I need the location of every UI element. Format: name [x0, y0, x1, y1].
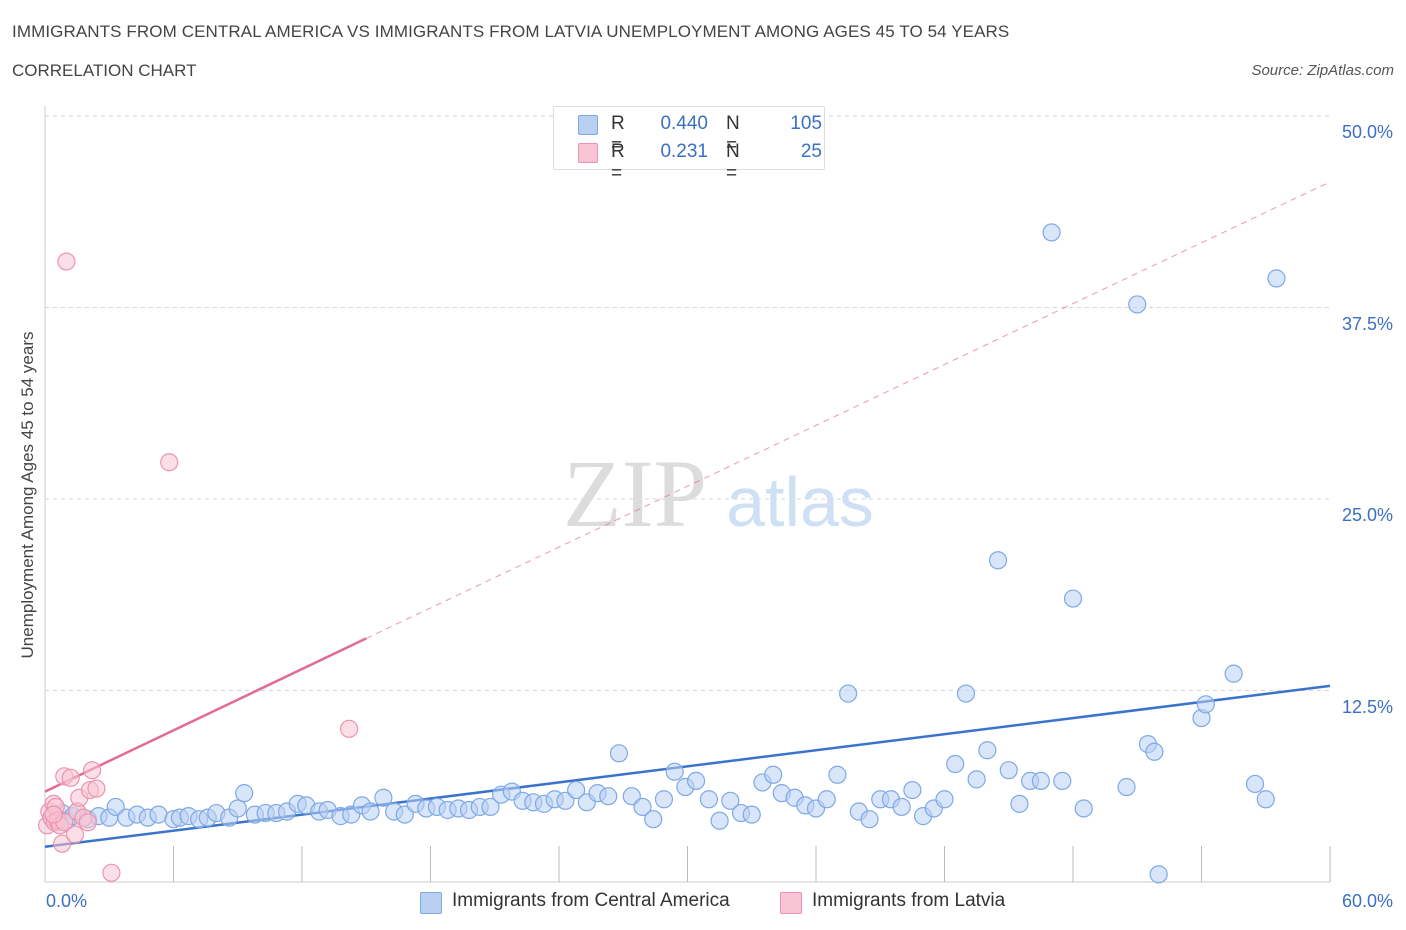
point-latvia	[61, 768, 80, 787]
point-central-america	[860, 810, 879, 829]
point-central-america	[599, 787, 618, 806]
y-axis-label: Unemployment Among Ages 45 to 54 years	[18, 331, 37, 659]
x-tick-label-min: 0.0%	[46, 891, 88, 911]
point-central-america	[1031, 771, 1050, 790]
source-credit: Source: ZipAtlas.com	[1251, 62, 1394, 79]
point-central-america	[935, 790, 954, 809]
point-central-america	[1245, 774, 1265, 794]
point-latvia	[57, 252, 76, 271]
bottom-legend-swatch-pink	[780, 892, 802, 914]
point-central-america	[633, 797, 652, 817]
legend-n-value: 25	[800, 141, 822, 162]
point-latvia	[160, 453, 179, 472]
point-central-america	[149, 805, 168, 824]
point-central-america	[988, 551, 1008, 570]
point-central-america	[999, 761, 1018, 780]
point-central-america	[956, 684, 976, 703]
trend-line-central-america	[44, 684, 1331, 849]
point-central-america	[764, 765, 783, 784]
point-central-america	[481, 797, 500, 817]
point-central-america	[228, 799, 247, 818]
point-central-america	[106, 797, 125, 817]
data-points	[38, 223, 1286, 884]
legend-r-label: R =	[611, 113, 625, 156]
point-latvia	[78, 813, 97, 832]
point-central-america	[892, 797, 911, 817]
bottom-legend-label: Immigrants from Latvia	[812, 890, 1006, 911]
point-latvia	[340, 719, 359, 738]
point-central-america	[686, 771, 706, 790]
point-central-america	[622, 787, 641, 806]
point-central-america	[817, 790, 836, 809]
point-latvia	[83, 761, 102, 780]
point-central-america	[361, 802, 380, 821]
point-central-america	[1010, 794, 1029, 813]
point-latvia	[44, 805, 63, 824]
stats-legend: R = 0.440 N = 105 R = 0.231 N = 25	[553, 106, 825, 184]
point-central-america	[1063, 589, 1083, 608]
point-central-america	[1053, 771, 1072, 790]
watermark-zip: ZIP	[563, 440, 707, 547]
point-central-america	[1145, 742, 1164, 761]
point-central-america	[1256, 790, 1275, 809]
point-central-america	[567, 780, 586, 800]
point-central-america	[742, 805, 761, 824]
legend-n-value: 105	[790, 113, 822, 134]
point-central-america	[374, 788, 393, 807]
point-central-america	[946, 754, 965, 774]
point-central-america	[1042, 223, 1061, 242]
point-central-america	[839, 684, 858, 703]
point-central-america	[903, 780, 922, 800]
point-central-america	[395, 805, 414, 824]
point-central-america	[967, 770, 986, 789]
point-central-america	[644, 810, 663, 829]
point-central-america	[710, 811, 729, 830]
y-tick-label: 12.5%	[1341, 696, 1393, 717]
point-central-america	[721, 791, 740, 810]
legend-r-value: 0.231	[660, 141, 708, 162]
y-tick-label: 25.0%	[1341, 505, 1393, 525]
x-tick-label-max: 60.0%	[1341, 891, 1393, 911]
point-central-america	[1074, 799, 1093, 818]
point-central-america	[1117, 777, 1136, 797]
bottom-legend-swatch-blue	[420, 892, 442, 914]
point-latvia	[53, 834, 72, 853]
axes	[44, 106, 1331, 883]
point-latvia	[65, 825, 85, 844]
chart-title: IMMIGRANTS FROM CENTRAL AMERICA VS IMMIG…	[12, 22, 1010, 41]
point-central-america	[1224, 664, 1243, 683]
point-central-america	[699, 790, 719, 809]
y-tick-label: 50.0%	[1341, 122, 1393, 142]
point-central-america	[1196, 695, 1215, 714]
point-central-america	[654, 790, 674, 809]
point-central-america	[1128, 295, 1147, 314]
y-tick-label: 37.5%	[1341, 313, 1393, 334]
chart-subtitle: CORRELATION CHART	[12, 61, 197, 80]
point-central-america	[235, 784, 254, 803]
legend-r-value: 0.440	[660, 113, 708, 134]
legend-r-label: R =	[611, 141, 625, 184]
point-central-america	[828, 765, 847, 784]
point-central-america	[609, 744, 629, 763]
point-central-america	[1267, 269, 1286, 288]
point-central-america	[1149, 865, 1168, 884]
watermark-atlas: atlas	[726, 463, 874, 541]
legend-swatch-pink	[578, 143, 598, 163]
point-central-america	[978, 741, 997, 760]
point-latvia	[87, 779, 106, 798]
legend-n-label: N =	[726, 141, 740, 184]
point-latvia	[102, 863, 121, 882]
legend-n-label: N =	[726, 113, 740, 156]
point-central-america	[665, 762, 684, 781]
point-central-america	[556, 791, 575, 810]
grid-lines	[45, 115, 1330, 691]
bottom-legend-label: Immigrants from Central America	[452, 890, 730, 911]
legend-swatch-blue	[578, 115, 598, 135]
trend-extension-latvia	[366, 181, 1331, 639]
